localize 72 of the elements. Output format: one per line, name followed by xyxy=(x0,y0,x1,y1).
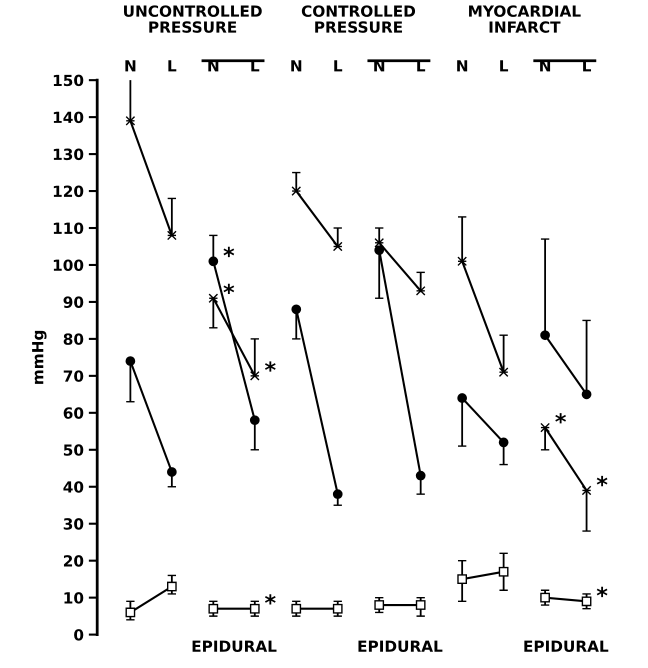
text: CONTROLLED PRESSURE xyxy=(302,5,416,33)
y-tick-label: 40 xyxy=(63,481,84,493)
point xyxy=(582,486,592,496)
data-label: * xyxy=(223,284,234,294)
y-tick-label: 150 xyxy=(54,74,84,86)
y-tick-label: 10 xyxy=(64,592,84,604)
x-tick-label: L xyxy=(168,60,176,72)
point xyxy=(250,604,260,614)
point xyxy=(540,330,550,340)
y-tick-label: 120 xyxy=(54,186,84,198)
point xyxy=(126,608,136,618)
point xyxy=(208,256,218,266)
text: EPIDURAL xyxy=(358,640,442,652)
y-axis-title: mmHg xyxy=(32,330,47,384)
point xyxy=(457,256,468,266)
point xyxy=(126,356,136,366)
point xyxy=(291,604,302,614)
point xyxy=(457,393,468,403)
point xyxy=(291,186,302,196)
point xyxy=(208,604,218,614)
y-tick-label: 110 xyxy=(54,222,84,234)
point xyxy=(582,389,592,400)
data-label: * xyxy=(596,476,608,486)
text: UNCONTROLLED PRESSURE xyxy=(124,5,262,33)
x-tick-label: N xyxy=(457,60,468,72)
point xyxy=(291,304,302,314)
point xyxy=(374,238,384,248)
y-tick-label: 80 xyxy=(64,333,84,345)
y-tick-label: 50 xyxy=(64,444,84,456)
point xyxy=(166,230,177,240)
text: EPIDURAL xyxy=(524,640,608,652)
point xyxy=(250,415,260,426)
point xyxy=(498,566,508,577)
point xyxy=(416,470,426,481)
point xyxy=(332,604,343,614)
point xyxy=(332,489,343,500)
x-tick-label: L xyxy=(334,60,342,72)
text: MYOCARDIAL INFARCT xyxy=(469,5,581,33)
point xyxy=(208,293,218,304)
point xyxy=(166,467,177,477)
y-tick-label: 70 xyxy=(64,370,84,382)
point xyxy=(126,116,136,126)
x-tick-label: N xyxy=(125,60,136,72)
y-tick-label: 100 xyxy=(54,259,84,271)
data-label: * xyxy=(223,246,234,258)
point xyxy=(498,438,508,448)
text: EPIDURAL xyxy=(192,640,277,652)
y-tick-label: 30 xyxy=(64,518,84,530)
y-tick-label: 60 xyxy=(64,407,84,419)
data-label: * xyxy=(555,413,566,424)
point xyxy=(332,242,343,252)
point xyxy=(374,600,384,610)
y-tick-label: 130 xyxy=(54,148,84,160)
point xyxy=(457,574,468,584)
point xyxy=(374,245,384,256)
point xyxy=(540,422,550,432)
data-label: * xyxy=(264,594,276,605)
point xyxy=(250,371,260,381)
data-label: * xyxy=(264,361,276,372)
point xyxy=(416,286,426,296)
y-tick-label: 0 xyxy=(74,629,84,641)
y-tick-label: 90 xyxy=(64,296,84,308)
point xyxy=(498,367,508,378)
y-tick-label: 20 xyxy=(64,555,84,567)
point xyxy=(540,592,550,602)
x-tick-label: N xyxy=(291,60,302,72)
point xyxy=(582,596,592,606)
y-tick-label: 140 xyxy=(54,112,84,124)
x-tick-label: L xyxy=(500,60,508,72)
data-label: * xyxy=(596,586,608,598)
point xyxy=(166,582,177,592)
point xyxy=(416,600,426,610)
